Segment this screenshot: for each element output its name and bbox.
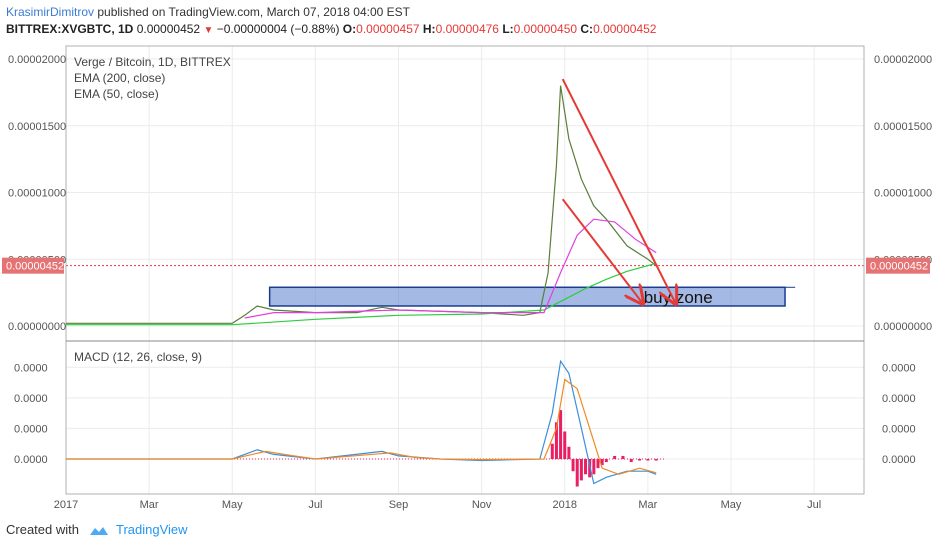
grid-lines bbox=[65, 46, 864, 494]
macd-hist-bar bbox=[559, 410, 563, 459]
down-arrow-icon: ▼ bbox=[203, 25, 214, 36]
open-label: O: bbox=[342, 22, 357, 36]
macd-tick-right: 0.0000 bbox=[882, 393, 916, 405]
macd-hist-bar bbox=[592, 459, 596, 475]
price-series bbox=[66, 85, 657, 324]
macd-hist-bar bbox=[629, 459, 633, 463]
publish-header: KrasimirDimitrov published on TradingVie… bbox=[6, 4, 410, 20]
current-price-label-right: 0.00000452 bbox=[870, 261, 928, 273]
macd-tick-right: 0.0000 bbox=[882, 423, 916, 435]
macd-hist-bar bbox=[596, 459, 600, 469]
macd-hist-bar bbox=[646, 459, 650, 461]
current-price-badge-left bbox=[2, 257, 64, 274]
last-price: 0.00000452 bbox=[136, 22, 201, 36]
footer: Created with TradingView bbox=[6, 522, 188, 537]
legend-title: Verge / Bitcoin, 1D, BITTREX bbox=[74, 55, 231, 69]
time-tick-label: 2017 bbox=[54, 499, 78, 511]
close-label: C: bbox=[580, 22, 594, 36]
created-with-label: Created with bbox=[6, 522, 79, 537]
low-value: 0.00000450 bbox=[513, 22, 578, 36]
tradingview-brand-link[interactable]: TradingView bbox=[116, 522, 188, 537]
time-tick-label: Mar bbox=[140, 499, 159, 511]
macd-tick-left: 0.0000 bbox=[14, 362, 48, 374]
price-tick-left: 0.00002000 bbox=[8, 54, 66, 66]
macd-hist-bar bbox=[638, 459, 642, 461]
ema200-series bbox=[66, 262, 657, 326]
price-tick-left: 0.00001000 bbox=[8, 188, 66, 200]
time-tick-label: Mar bbox=[638, 499, 657, 511]
macd-hist-bar bbox=[550, 443, 554, 459]
time-tick-label: May bbox=[222, 499, 243, 511]
time-tick-label: Jul bbox=[807, 499, 821, 511]
macd-hist-bar bbox=[600, 459, 604, 466]
low-label: L: bbox=[502, 22, 514, 36]
price-change: −0.00000004 (−0.88%) bbox=[216, 22, 340, 36]
time-tick-label: 2018 bbox=[553, 499, 577, 511]
macd-hist-bar bbox=[571, 459, 575, 472]
price-tick-left: 0.00000000 bbox=[8, 321, 66, 333]
current-price-label-left: 0.00000452 bbox=[6, 261, 64, 273]
close-value: 0.00000452 bbox=[593, 22, 657, 36]
macd-tick-right: 0.0000 bbox=[882, 362, 916, 374]
macd-hist-bar bbox=[604, 459, 608, 463]
trend-arrow-lower[interactable] bbox=[561, 198, 642, 302]
macd-tick-left: 0.0000 bbox=[14, 393, 48, 405]
symbol-label: BITTREX:XVGBTC, 1D bbox=[6, 22, 134, 36]
macd-hist-bar bbox=[654, 459, 658, 461]
price-tick-right: 0.00002000 bbox=[874, 54, 932, 66]
macd-hist-bar bbox=[613, 455, 617, 459]
price-tick-left: 0.00001500 bbox=[8, 121, 66, 133]
legend-ema50: EMA (50, close) bbox=[74, 87, 159, 101]
time-tick-label: Jul bbox=[308, 499, 322, 511]
ema50-series bbox=[244, 218, 657, 319]
signal-line bbox=[66, 378, 657, 475]
buy-zone-box[interactable] bbox=[268, 286, 786, 307]
author-link[interactable]: KrasimirDimitrov bbox=[6, 5, 94, 19]
legend-macd: MACD (12, 26, close, 9) bbox=[74, 350, 202, 364]
macd-hist-bar bbox=[554, 422, 558, 459]
macd-tick-left: 0.0000 bbox=[14, 423, 48, 435]
buy-zone-label: buy zone bbox=[644, 288, 713, 307]
macd-tick-left: 0.0000 bbox=[14, 454, 48, 466]
price-tick-right: 0.00001500 bbox=[874, 121, 932, 133]
publish-info: published on TradingView.com, March 07, … bbox=[97, 5, 410, 19]
macd-hist-bar bbox=[584, 459, 588, 475]
open-value: 0.00000457 bbox=[356, 22, 420, 36]
trend-arrow-upper[interactable] bbox=[561, 78, 675, 302]
macd-hist-bar bbox=[621, 455, 625, 459]
tradingview-logo-icon bbox=[89, 526, 108, 535]
macd-hist-bar bbox=[579, 459, 583, 481]
time-tick-label: May bbox=[721, 499, 742, 511]
macd-line bbox=[66, 359, 657, 485]
current-price-badge-right bbox=[866, 257, 930, 274]
high-value: 0.00000476 bbox=[435, 22, 499, 36]
macd-hist-bar bbox=[563, 431, 567, 459]
time-tick-label: Sep bbox=[389, 499, 409, 511]
plot-frame bbox=[65, 45, 865, 495]
price-tick-right: 0.00000000 bbox=[874, 321, 932, 333]
macd-hist-bar bbox=[567, 446, 571, 459]
macd-hist-bar bbox=[588, 459, 592, 478]
time-tick-label: Nov bbox=[472, 499, 492, 511]
legend-ema200: EMA (200, close) bbox=[74, 71, 165, 85]
macd-tick-right: 0.0000 bbox=[882, 454, 916, 466]
price-tick-right: 0.00001000 bbox=[874, 188, 932, 200]
macd-hist-bar bbox=[575, 459, 579, 487]
high-label: H: bbox=[422, 22, 436, 36]
quote-bar: BITTREX:XVGBTC, 1D 0.00000452 ▼ −0.00000… bbox=[6, 21, 656, 39]
